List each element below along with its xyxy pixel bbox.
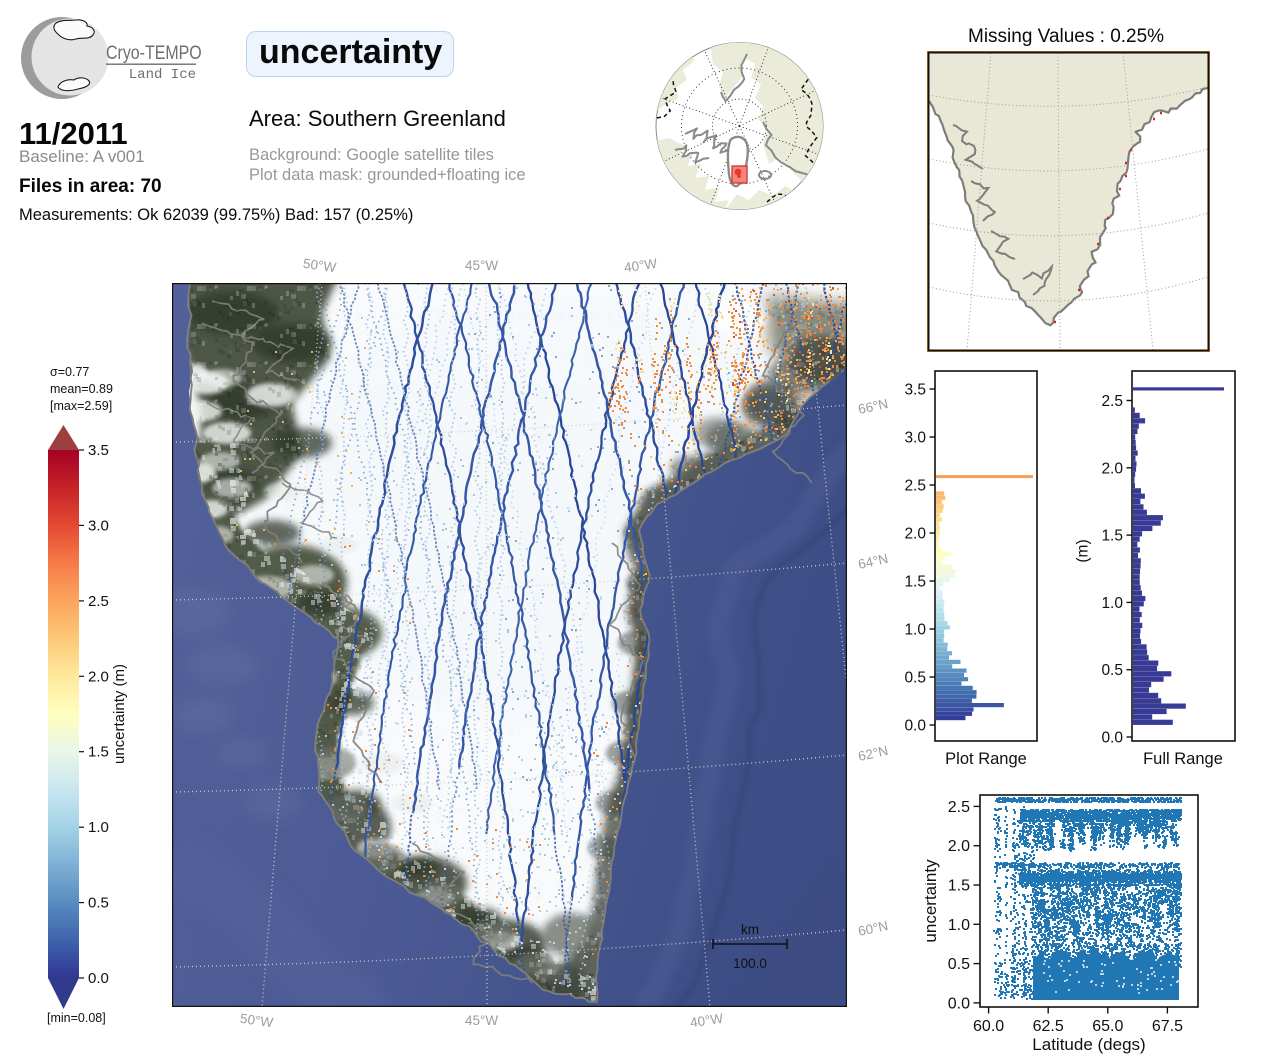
svg-text:1.0: 1.0 [88,819,109,836]
svg-text:uncertainty (m): uncertainty (m) [111,664,128,764]
svg-text:Land Ice: Land Ice [129,67,196,83]
svg-text:0.0: 0.0 [1101,730,1123,747]
svg-text:Latitude (degs): Latitude (degs) [1032,1035,1145,1054]
svg-text:Plot Range: Plot Range [945,750,1027,768]
svg-text:0.5: 0.5 [948,956,970,973]
svg-text:2.5: 2.5 [1101,393,1123,410]
svg-text:2.0: 2.0 [88,668,109,685]
svg-text:0.5: 0.5 [904,670,926,687]
svg-text:2.0: 2.0 [904,526,926,543]
svg-text:Cryo-TEMPO: Cryo-TEMPO [106,42,202,64]
svg-text:1.5: 1.5 [948,878,970,895]
svg-text:2.0: 2.0 [948,838,970,855]
svg-text:1.0: 1.0 [1101,595,1123,612]
svg-text:1.5: 1.5 [904,574,926,591]
svg-text:0.0: 0.0 [948,995,970,1012]
svg-text:62.5: 62.5 [1033,1018,1064,1035]
svg-text:3.5: 3.5 [88,442,109,459]
svg-text:km: km [741,922,759,937]
svg-text:1.0: 1.0 [904,622,926,639]
svg-text:1.0: 1.0 [948,917,970,934]
svg-text:3.5: 3.5 [904,382,926,399]
svg-text:2.5: 2.5 [88,593,109,610]
svg-text:Full Range: Full Range [1143,750,1223,768]
svg-text:3.0: 3.0 [904,430,926,447]
svg-text:2.0: 2.0 [1101,460,1123,477]
svg-text:uncertainty: uncertainty [925,859,940,943]
svg-text:1.5: 1.5 [1101,528,1123,545]
svg-text:0.5: 0.5 [88,895,109,912]
svg-text:0.0: 0.0 [88,970,109,987]
svg-text:67.5: 67.5 [1152,1018,1183,1035]
svg-text:65.0: 65.0 [1092,1018,1123,1035]
svg-text:2.5: 2.5 [948,799,970,816]
svg-text:60.0: 60.0 [973,1018,1004,1035]
svg-text:0.0: 0.0 [904,718,926,735]
svg-text:0.5: 0.5 [1101,662,1123,679]
svg-text:100.0: 100.0 [733,956,767,971]
svg-text:2.5: 2.5 [904,478,926,495]
svg-text:1.5: 1.5 [88,744,109,761]
svg-text:3.0: 3.0 [88,517,109,534]
